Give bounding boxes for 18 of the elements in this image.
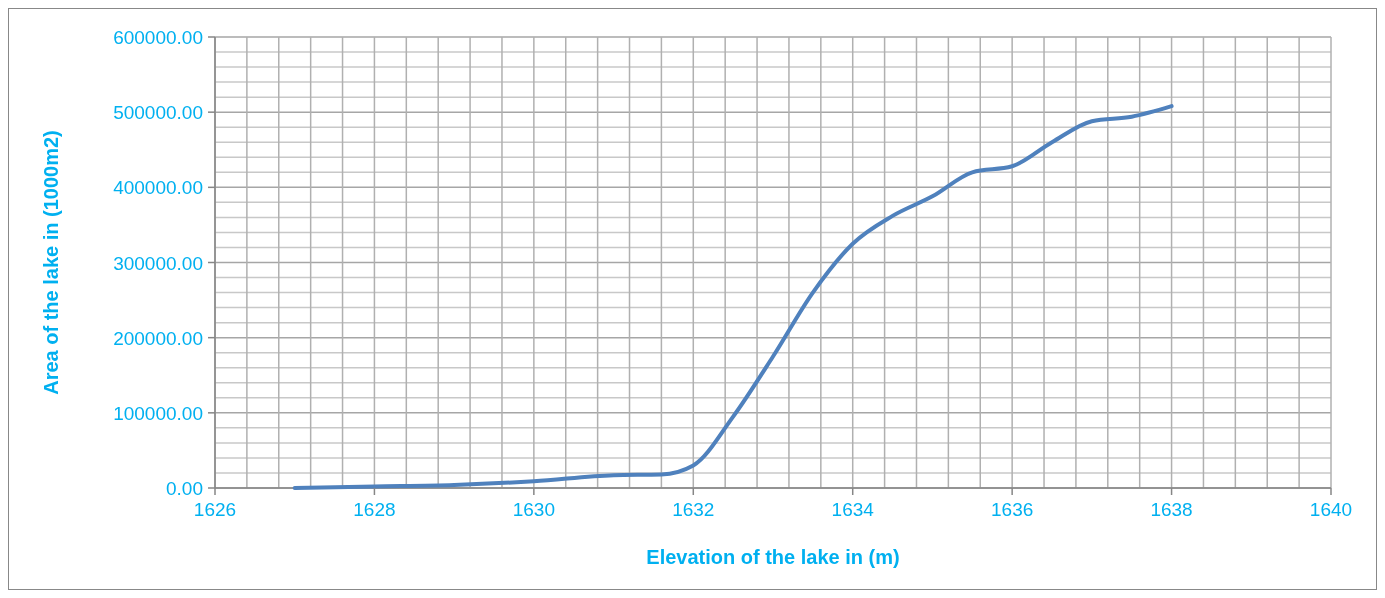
y-tick-label: 300000.00 [113, 252, 203, 274]
x-tick-label: 1626 [193, 499, 237, 520]
y-tick-label: 0.00 [166, 478, 203, 499]
y-tick-label: 600000.00 [113, 27, 203, 48]
x-tick-label: 1630 [512, 499, 555, 520]
x-tick-label: 1634 [831, 499, 875, 520]
x-tick-label: 1640 [1309, 499, 1353, 520]
x-tick-label: 1628 [353, 499, 396, 520]
x-tick-label: 1632 [672, 499, 715, 520]
line-series [292, 104, 1174, 490]
x-tick-label: 1638 [1150, 499, 1193, 520]
y-tick-label: 500000.00 [113, 102, 203, 124]
x-axis-title: Elevation of the lake in (m) [646, 546, 900, 568]
y-axis-title: Area of the lake in (1000m2) [40, 130, 62, 395]
y-tick-label: 400000.00 [113, 177, 203, 199]
y-tick-label: 200000.00 [113, 327, 203, 349]
y-tick-label: 100000.00 [113, 402, 203, 424]
x-tick-label: 1636 [991, 499, 1034, 520]
